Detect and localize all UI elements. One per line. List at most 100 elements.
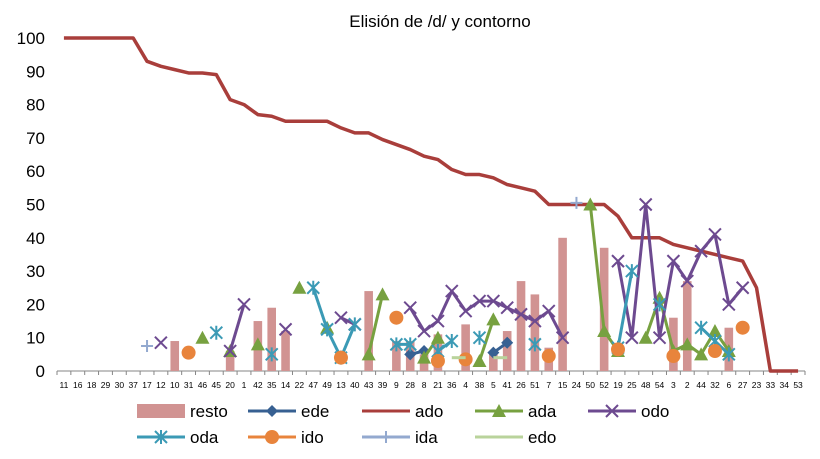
x-axis: 11 16 18 29 30 37 17 12 10 31 46 45 20 1 42 35 14 22 47 49 1…	[56, 370, 806, 390]
data-point	[472, 354, 487, 368]
series-ida	[141, 196, 583, 353]
y-axis: 0 10 20 30 40 50 60 70 80 90 100	[17, 29, 45, 381]
line-segment	[408, 289, 564, 339]
data-point	[404, 348, 417, 361]
x-tick-label: 35	[267, 380, 277, 390]
data-point	[694, 320, 708, 335]
data-point	[181, 345, 196, 360]
data-point	[266, 405, 278, 417]
line-segment	[616, 270, 634, 348]
legend-item-ida: ida	[362, 428, 438, 447]
line-segment	[63, 36, 799, 373]
legend: resto ede ado ada odo oda ido ida edo	[137, 402, 669, 447]
data-point	[611, 342, 625, 357]
data-point	[361, 347, 376, 361]
data-point	[472, 294, 487, 308]
x-tick-label: 46	[198, 380, 208, 390]
legend-label: ida	[415, 428, 438, 447]
data-point	[141, 340, 154, 353]
legend-item-ede: ede	[248, 402, 329, 421]
data-point	[541, 349, 556, 364]
data-point	[278, 322, 293, 337]
data-point	[237, 297, 251, 312]
data-point	[542, 304, 556, 318]
x-tick-label: 29	[101, 380, 111, 390]
chart-title: Elisión de /d/ y contorno	[349, 12, 530, 31]
data-point	[445, 284, 459, 298]
x-tick-label: 34	[779, 380, 789, 390]
y-tick-label: 90	[26, 62, 45, 81]
x-tick-label: 11	[60, 380, 69, 390]
legend-item-ido: ido	[248, 428, 324, 447]
data-point	[638, 197, 653, 212]
bar-resto	[530, 294, 540, 371]
x-tick-label: 31	[184, 380, 194, 390]
data-point	[431, 314, 445, 328]
data-point	[680, 337, 695, 351]
y-tick-label: 10	[26, 329, 45, 348]
series-ede	[404, 336, 514, 361]
data-point	[430, 330, 445, 344]
x-tick-label: 13	[336, 380, 346, 390]
data-point	[458, 304, 473, 318]
data-point	[430, 354, 445, 369]
bar-resto	[502, 331, 512, 371]
data-point	[389, 337, 404, 352]
y-tick-label: 30	[26, 262, 45, 281]
x-tick-label: 20	[225, 380, 235, 390]
x-tick-label: 14	[281, 380, 291, 390]
data-point	[458, 352, 473, 367]
legend-item-ada: ada	[475, 402, 557, 421]
data-point	[209, 325, 224, 340]
data-point	[375, 287, 390, 301]
data-point	[528, 337, 542, 352]
data-point	[334, 311, 348, 325]
legend-item-ado: ado	[362, 402, 443, 421]
y-tick-label: 60	[26, 162, 45, 181]
data-point	[605, 404, 619, 418]
bar-resto	[599, 247, 609, 371]
bar-resto	[170, 341, 180, 371]
bar-resto	[225, 351, 235, 371]
data-point	[694, 347, 709, 361]
data-point	[403, 337, 417, 352]
data-point	[417, 350, 432, 364]
x-tick-label: 33	[766, 380, 776, 390]
x-tick-label: 25	[627, 380, 637, 390]
data-point	[265, 430, 279, 444]
data-point	[514, 307, 528, 322]
data-point	[264, 347, 279, 362]
data-point	[154, 335, 168, 350]
data-point	[722, 297, 736, 312]
x-tick-label: 52	[599, 380, 609, 390]
legend-label: ado	[415, 402, 443, 421]
data-point	[707, 324, 722, 338]
x-tick-label: 27	[738, 380, 748, 390]
x-tick-label: 39	[378, 380, 388, 390]
data-point	[195, 330, 210, 344]
legend-item-edo: edo	[475, 428, 556, 447]
data-point	[611, 254, 625, 268]
data-point	[492, 404, 506, 417]
legend-item-odo: odo	[588, 402, 669, 421]
y-tick-label: 40	[26, 229, 45, 248]
bar-resto	[516, 281, 526, 371]
legend-label: resto	[190, 402, 228, 421]
bar-resto	[281, 331, 290, 371]
data-point	[680, 274, 694, 288]
series-odo	[154, 197, 750, 358]
data-point	[597, 324, 612, 338]
x-tick-label: 26	[516, 380, 526, 390]
data-point	[154, 430, 168, 444]
data-point	[722, 347, 736, 362]
y-tick-label: 50	[26, 196, 45, 215]
data-point	[472, 330, 487, 345]
x-tick-label: 17	[142, 380, 152, 390]
y-tick-label: 70	[26, 129, 45, 148]
bar-resto	[364, 291, 373, 371]
legend-item-oda: oda	[137, 428, 219, 447]
legend-swatch	[137, 404, 185, 418]
data-point	[320, 322, 334, 337]
x-tick-label: 47	[309, 380, 319, 390]
